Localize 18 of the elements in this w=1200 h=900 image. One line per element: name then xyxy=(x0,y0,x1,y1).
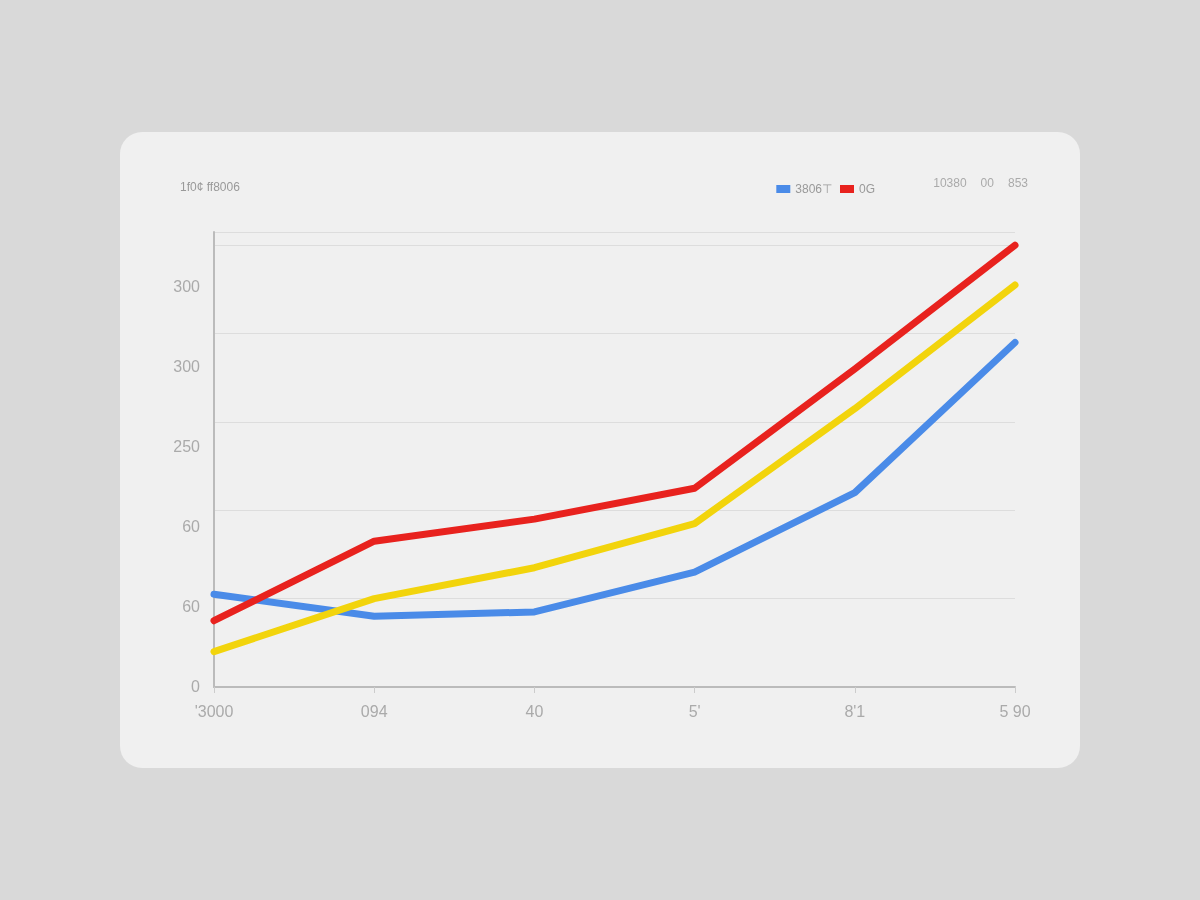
text: 0 xyxy=(190,678,200,696)
chart-title: 1f0¢ ff8006 xyxy=(180,180,241,194)
text: 60 xyxy=(181,518,200,537)
x-tick-label: 5' xyxy=(688,702,701,720)
legend-label: 3806⊤ xyxy=(795,182,832,196)
x-tick-label: 094 xyxy=(360,702,388,720)
text: 10380 xyxy=(933,176,967,190)
legend-label: 0G xyxy=(858,182,876,196)
text: 00 xyxy=(980,176,994,190)
x-tick-label: 8'1 xyxy=(844,702,866,720)
text: 853 xyxy=(1007,176,1028,190)
text: 60 xyxy=(181,598,200,617)
text: 300 xyxy=(172,358,200,377)
x-tick-label: 5 90 xyxy=(999,702,1031,720)
text: 300 xyxy=(172,278,200,297)
text: 250 xyxy=(172,438,200,457)
x-tick-label: '3000 xyxy=(194,702,234,720)
x-tick-label: 40 xyxy=(525,702,544,720)
